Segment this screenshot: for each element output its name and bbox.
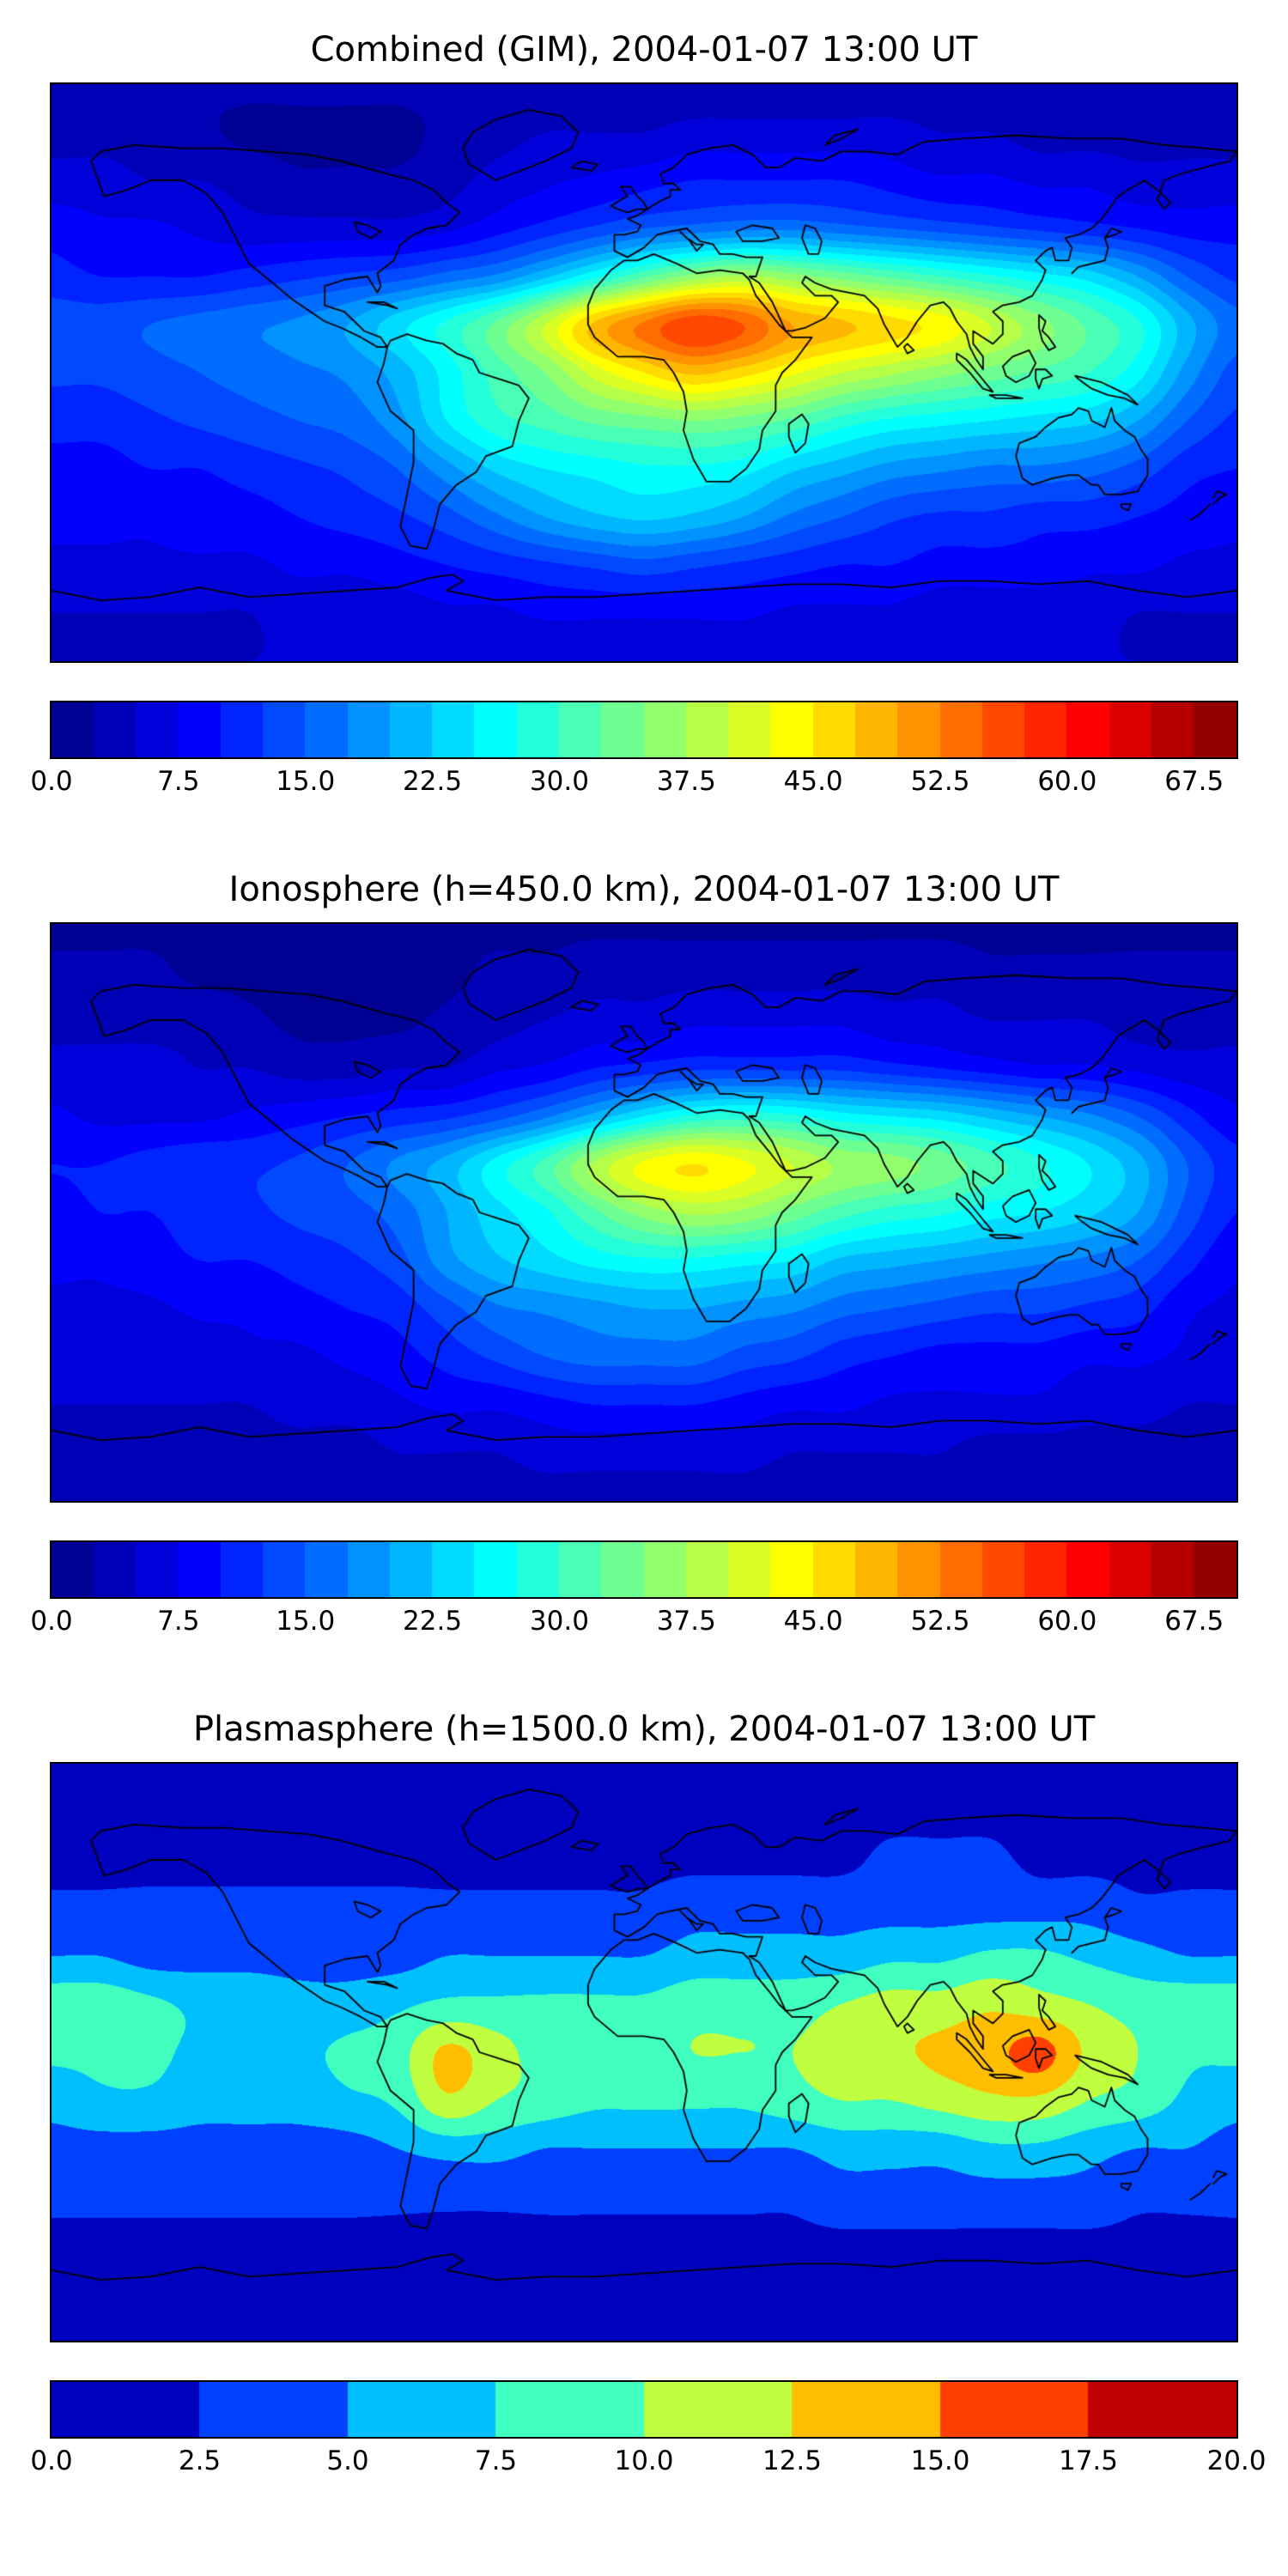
colorbar-tick-label: 22.5 — [403, 1606, 463, 1637]
colorbar-tick-label: 45.0 — [783, 1606, 843, 1637]
colorbar-tick-label: 30.0 — [529, 1606, 589, 1637]
panel-title-ionosphere: Ionosphere (h=450.0 km), 2004-01-07 13:0… — [228, 870, 1060, 909]
colorbar-tick-label: 17.5 — [1058, 2445, 1119, 2476]
colorbar-tick-label: 37.5 — [656, 1606, 716, 1637]
map-combined — [50, 82, 1238, 663]
colorbar-tick-label: 60.0 — [1037, 766, 1097, 797]
colorbar-tick-label: 15.0 — [910, 2445, 970, 2476]
colorbar-ticks-ionosphere: 0.0 7.5 15.0 22.5 30.0 37.5 45.0 52.5 60.0 67.5 — [30, 1604, 1236, 1645]
colorbar-tick-label: 37.5 — [656, 766, 716, 797]
figure: Combined (GIM), 2004-01-07 13:00 UT 0.0 7… — [0, 29, 1288, 2485]
colorbar-tick-label: 30.0 — [529, 766, 589, 797]
colorbar-tick-label: 60.0 — [1037, 1606, 1097, 1637]
colorbar-tick-label: 52.5 — [910, 1606, 970, 1637]
map-plasmasphere — [50, 1762, 1238, 2342]
colorbar-tick-label: 67.5 — [1164, 766, 1224, 797]
colorbar-tick-label: 15.0 — [276, 766, 336, 797]
colorbar-tick-label: 7.5 — [157, 1606, 200, 1637]
map-ionosphere — [50, 922, 1238, 1503]
colorbar-tick-label: 0.0 — [30, 2445, 73, 2476]
colorbar-tick-label: 67.5 — [1164, 1606, 1224, 1637]
panel-combined: Combined (GIM), 2004-01-07 13:00 UT 0.0 7… — [0, 29, 1288, 805]
colorbar-tick-label: 10.0 — [614, 2445, 674, 2476]
panel-title-combined: Combined (GIM), 2004-01-07 13:00 UT — [310, 30, 978, 70]
colorbar-tick-label: 45.0 — [783, 766, 843, 797]
colorbar-tick-label: 2.5 — [178, 2445, 222, 2476]
colorbar-tick-label: 7.5 — [157, 766, 200, 797]
panel-plasmasphere: Plasmasphere (h=1500.0 km), 2004-01-07 1… — [0, 1709, 1288, 2485]
panel-title-plasmasphere: Plasmasphere (h=1500.0 km), 2004-01-07 1… — [192, 1710, 1096, 1749]
colorbar-tick-label: 0.0 — [30, 1606, 73, 1637]
colorbar-tick-label: 15.0 — [276, 1606, 336, 1637]
colorbar-tick-label: 0.0 — [30, 766, 73, 797]
colorbar-combined — [50, 701, 1238, 759]
colorbar-tick-label: 5.0 — [326, 2445, 369, 2476]
colorbar-ticks-combined: 0.0 7.5 15.0 22.5 30.0 37.5 45.0 52.5 60.0 67.5 — [30, 764, 1236, 805]
colorbar-tick-label: 12.5 — [762, 2445, 823, 2476]
colorbar-ionosphere — [50, 1540, 1238, 1599]
colorbar-plasmasphere — [50, 2380, 1238, 2439]
colorbar-ticks-plasmasphere: 0.0 2.5 5.0 7.5 10.0 12.5 15.0 17.5 20.0 — [30, 2444, 1266, 2485]
colorbar-tick-label: 7.5 — [474, 2445, 518, 2476]
colorbar-tick-label: 22.5 — [403, 766, 463, 797]
panel-ionosphere: Ionosphere (h=450.0 km), 2004-01-07 13:0… — [0, 869, 1288, 1645]
colorbar-tick-label: 20.0 — [1206, 2445, 1267, 2476]
colorbar-tick-label: 52.5 — [910, 766, 970, 797]
